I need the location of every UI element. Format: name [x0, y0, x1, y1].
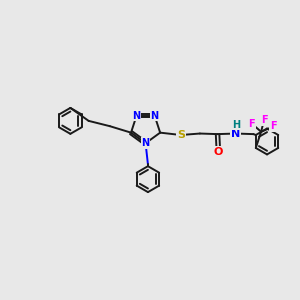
Text: F: F [270, 122, 277, 131]
Text: S: S [177, 130, 185, 140]
Text: F: F [248, 118, 255, 128]
Text: H: H [232, 120, 240, 130]
Text: O: O [214, 147, 223, 158]
Text: N: N [151, 110, 159, 121]
Text: F: F [261, 115, 267, 125]
Text: N: N [133, 110, 141, 121]
Text: N: N [142, 138, 150, 148]
Text: N: N [231, 128, 240, 139]
